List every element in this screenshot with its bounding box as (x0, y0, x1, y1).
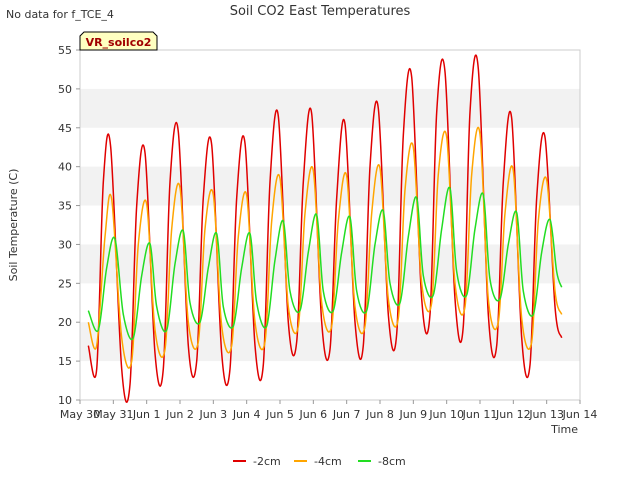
y-tick-label: 55 (58, 44, 72, 57)
x-tick-label: Jun 11 (462, 408, 498, 421)
y-tick-label: 50 (58, 83, 72, 96)
series-lines (87, 54, 563, 403)
x-tick-label: Jun 4 (232, 408, 261, 421)
grid-band (80, 88, 580, 128)
nodata-message: No data for f_TCE_4 (6, 8, 114, 21)
x-tick-label: Jun 10 (428, 408, 464, 421)
legend-label: -2cm (253, 455, 281, 468)
x-tick-label: Jun 3 (198, 408, 227, 421)
chart-title: Soil CO2 East Temperatures (230, 4, 411, 19)
station-badge: VR_soilco2 (79, 31, 158, 51)
y-tick-label: 35 (58, 200, 72, 213)
plot-frame (79, 49, 581, 401)
legend-label: -8cm (378, 455, 406, 468)
x-tick-label: Jun 2 (165, 408, 194, 421)
x-tick-label: Jun 9 (398, 408, 427, 421)
x-tick-label: Jun 13 (528, 408, 564, 421)
series-line--2cm (87, 54, 563, 403)
x-tick-label: Jun 12 (495, 408, 531, 421)
grid-band (80, 166, 580, 206)
y-tick-label: 30 (58, 238, 72, 251)
legend-item--4cm: -4cm (294, 455, 342, 468)
x-tick-label: Jun 1 (132, 408, 161, 421)
y-axis-ticks: 10 15 20 25 30 35 40 45 50 55 (58, 44, 80, 407)
x-tick-label: Jun 5 (265, 408, 294, 421)
x-tick-label: Jun 6 (298, 408, 327, 421)
grid-band (80, 244, 580, 284)
legend-item--2cm: -2cm (233, 455, 281, 468)
x-tick-label: Jun 8 (365, 408, 394, 421)
y-axis-label: Soil Temperature (C) (7, 169, 20, 282)
x-tick-label: May 30 (60, 408, 100, 421)
badge-shape (79, 31, 158, 51)
x-tick-label: Jun 14 (562, 408, 598, 421)
legend-label: -4cm (314, 455, 342, 468)
y-tick-label: 45 (58, 122, 72, 135)
x-tick-label: May 31 (93, 408, 133, 421)
y-tick-label: 40 (58, 161, 72, 174)
y-tick-label: 10 (58, 394, 72, 407)
x-axis-label: Time (550, 423, 578, 436)
legend-item--8cm: -8cm (358, 455, 406, 468)
series-line--8cm (87, 186, 563, 341)
y-tick-label: 20 (58, 316, 72, 329)
badge-label: VR_soilco2 (86, 36, 152, 49)
legend: -2cm -4cm -8cm (233, 455, 406, 468)
y-tick-label: 15 (58, 355, 72, 368)
x-tick-label: Jun 7 (332, 408, 361, 421)
y-tick-label: 25 (58, 277, 72, 290)
